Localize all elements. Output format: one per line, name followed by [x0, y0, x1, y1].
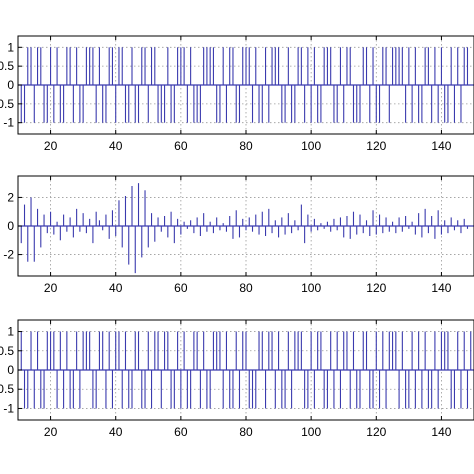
- x-tick-label: 60: [174, 139, 188, 153]
- x-tick-label: 20: [44, 425, 58, 439]
- x-tick-label: 140: [431, 425, 451, 439]
- x-tick-label: 20: [44, 139, 58, 153]
- x-tick-label: 100: [301, 281, 321, 295]
- y-tick-label: 0.5: [0, 344, 14, 358]
- y-tick-label: 1: [7, 40, 14, 54]
- x-tick-label: 100: [301, 139, 321, 153]
- y-tick-label: -1: [3, 116, 14, 130]
- x-tick-label: 120: [366, 425, 386, 439]
- y-tick-label: 1: [7, 325, 14, 339]
- x-tick-label: 120: [366, 281, 386, 295]
- x-tick-label: 60: [174, 281, 188, 295]
- subplot-1: 20 40 60 80 100 120 140 1 0.5 0 -0.5 -1: [0, 35, 474, 153]
- x-tick-label: 40: [109, 139, 123, 153]
- y-tick-label: 0.5: [0, 59, 14, 73]
- x-tick-label: 80: [239, 425, 253, 439]
- y-tick-label: 0: [7, 363, 14, 377]
- x-tick-label: 100: [301, 425, 321, 439]
- x-tick-label: 20: [44, 281, 58, 295]
- x-tick-label: 80: [239, 281, 253, 295]
- x-tick-label: 40: [109, 425, 123, 439]
- x-tick-label: 60: [174, 425, 188, 439]
- x-tick-label: 140: [431, 139, 451, 153]
- x-tick-label: 140: [431, 281, 451, 295]
- y-tick-label: 0: [7, 78, 14, 92]
- y-tick-label: -0.5: [0, 382, 14, 396]
- x-tick-label: 40: [109, 281, 123, 295]
- y-tick-label: -0.5: [0, 97, 14, 111]
- x-tick-label: 120: [366, 139, 386, 153]
- subplot-3: 20 40 60 80 100 120 140 1 0.5 0 -0.5 -1: [0, 319, 474, 439]
- y-tick-label: -2: [3, 248, 14, 262]
- x-tick-label: 80: [239, 139, 253, 153]
- y-tick-label: -1: [3, 401, 14, 415]
- y-tick-label: 0: [7, 219, 14, 233]
- y-tick-label: 2: [7, 190, 14, 204]
